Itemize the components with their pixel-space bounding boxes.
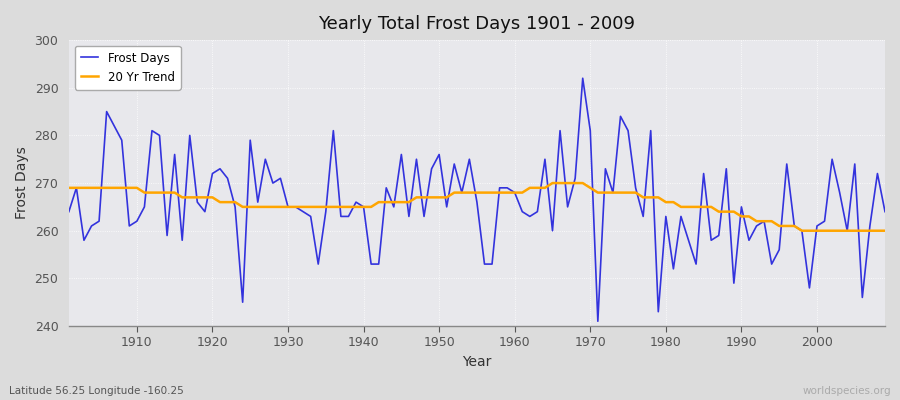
Y-axis label: Frost Days: Frost Days [15,147,29,220]
20 Yr Trend [796,228,807,233]
Frost Days [124,224,135,228]
Frost Days [879,209,890,214]
20 Yr Trend [290,204,301,209]
Frost Days [615,114,626,119]
X-axis label: Year: Year [463,355,491,369]
20 Yr Trend [547,181,558,186]
Line: 20 Yr Trend: 20 Yr Trend [68,183,885,231]
Title: Yearly Total Frost Days 1901 - 2009: Yearly Total Frost Days 1901 - 2009 [319,15,635,33]
20 Yr Trend [879,228,890,233]
Frost Days [290,204,301,209]
Frost Days [336,214,346,219]
Text: worldspecies.org: worldspecies.org [803,386,891,396]
20 Yr Trend [336,204,346,209]
Text: Latitude 56.25 Longitude -160.25: Latitude 56.25 Longitude -160.25 [9,386,184,396]
Frost Days [592,319,603,324]
20 Yr Trend [502,190,513,195]
20 Yr Trend [509,190,520,195]
20 Yr Trend [63,186,74,190]
Frost Days [577,76,588,81]
20 Yr Trend [608,190,618,195]
Frost Days [509,190,520,195]
20 Yr Trend [124,186,135,190]
Frost Days [63,209,74,214]
Frost Days [502,186,513,190]
Line: Frost Days: Frost Days [68,78,885,321]
Legend: Frost Days, 20 Yr Trend: Frost Days, 20 Yr Trend [75,46,181,90]
